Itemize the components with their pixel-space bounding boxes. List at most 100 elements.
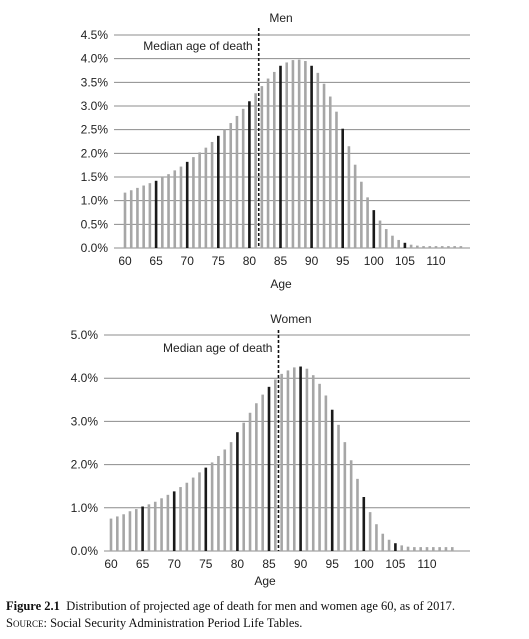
- bar-age-103: [391, 235, 394, 248]
- caption-text: Distribution of projected age of death f…: [66, 599, 455, 613]
- bar-age-96: [347, 146, 351, 248]
- x-tick-label: 80: [243, 254, 257, 268]
- bar-age-84: [272, 71, 276, 248]
- x-tick-label: 105: [385, 557, 405, 571]
- bar-age-112: [438, 547, 441, 551]
- bar-age-85: [267, 386, 271, 551]
- bar-age-83: [266, 78, 270, 249]
- bar-age-66: [161, 177, 164, 248]
- median-label: Median age of death: [163, 341, 272, 355]
- bar-age-98: [349, 460, 353, 551]
- bar-age-97: [353, 164, 357, 248]
- x-tick-label: 105: [395, 254, 415, 268]
- bar-age-64: [134, 509, 138, 551]
- y-tick-label: 2.0%: [71, 458, 99, 472]
- bar-age-65: [154, 180, 158, 248]
- bar-age-107: [416, 245, 419, 248]
- bar-age-90: [299, 366, 302, 551]
- bar-age-106: [409, 244, 413, 248]
- bar-age-92: [311, 375, 315, 551]
- bar-age-64: [148, 183, 152, 248]
- bar-age-105: [403, 242, 407, 248]
- x-tick-label: 65: [136, 557, 150, 571]
- bar-age-60: [123, 192, 127, 248]
- bar-age-87: [280, 373, 283, 551]
- x-tick-label: 75: [199, 557, 213, 571]
- bar-age-97: [343, 442, 347, 551]
- x-tick-label: 85: [262, 557, 276, 571]
- bar-age-69: [166, 494, 170, 551]
- bar-age-109: [428, 246, 432, 248]
- x-tick-label: 90: [305, 254, 319, 268]
- bar-age-78: [235, 115, 239, 248]
- bar-age-77: [217, 455, 220, 551]
- bar-age-91: [316, 72, 320, 248]
- bars: [123, 59, 463, 249]
- bar-age-110: [425, 547, 429, 551]
- x-tick-label: 95: [336, 254, 350, 268]
- bar-age-65: [141, 506, 144, 551]
- y-tick-label: 0.0%: [71, 544, 99, 558]
- bar-age-114: [450, 547, 454, 551]
- bar-age-74: [210, 141, 214, 248]
- bar-age-91: [305, 368, 309, 551]
- y-tick-label: 4.0%: [71, 371, 99, 385]
- bar-age-96: [337, 424, 340, 551]
- bar-age-94: [324, 395, 328, 551]
- chart-men: Men 0.0% 0.5% 1.0% 1.5% 2.0% 2.5% 3.0% 3.5% 4.0%…: [81, 11, 470, 291]
- source-text: Social Security Administration Period Li…: [50, 616, 303, 630]
- y-tick-label: 1.5%: [81, 170, 109, 184]
- bar-age-100: [372, 210, 376, 248]
- chart-women: Women 0.0% 1.0% 2.0% 3.0% 4.0% 5.0% 60 65 70 75 8…: [71, 312, 470, 588]
- x-tick-label: 70: [181, 254, 195, 268]
- chart-title: Men: [269, 11, 292, 25]
- figure-caption: Figure 2.1 Distribution of projected age…: [6, 598, 526, 632]
- bar-age-107: [406, 546, 410, 551]
- y-tick-label: 0.5%: [81, 217, 109, 231]
- bar-age-78: [223, 449, 227, 551]
- bar-age-93: [318, 383, 321, 551]
- y-tick-label: 2.0%: [81, 146, 109, 160]
- bar-age-113: [453, 246, 456, 248]
- bar-age-62: [136, 187, 139, 248]
- bar-age-82: [260, 86, 264, 249]
- bar-age-106: [400, 545, 404, 551]
- caption-line: Figure 2.1 Distribution of projected age…: [6, 598, 526, 615]
- bar-age-74: [198, 472, 201, 551]
- bar-age-108: [413, 547, 416, 551]
- source-label: Source:: [6, 616, 47, 630]
- y-tick-label: 5.0%: [71, 328, 99, 342]
- bar-age-90: [310, 65, 313, 249]
- x-tick-label: 65: [149, 254, 163, 268]
- x-axis-label: Age: [254, 574, 276, 588]
- y-tick-label: 4.0%: [81, 52, 109, 66]
- x-tick-label: 85: [274, 254, 288, 268]
- bar-age-104: [397, 239, 400, 248]
- bar-age-67: [167, 174, 170, 248]
- y-axis: 0.0% 1.0% 2.0% 3.0% 4.0% 5.0%: [71, 328, 99, 558]
- bar-age-95: [330, 409, 334, 551]
- y-tick-label: 2.5%: [81, 123, 109, 137]
- bar-age-87: [291, 60, 295, 248]
- y-tick-label: 3.5%: [81, 75, 109, 89]
- bar-age-105: [394, 543, 397, 551]
- x-tick-label: 100: [354, 557, 374, 571]
- bar-age-80: [248, 101, 251, 249]
- bar-age-63: [128, 511, 132, 551]
- bar-age-112: [447, 246, 450, 248]
- bar-age-72: [185, 482, 189, 551]
- bar-age-72: [198, 152, 201, 248]
- bar-age-73: [204, 147, 208, 248]
- bar-age-101: [368, 512, 372, 551]
- x-tick-label: 100: [364, 254, 384, 268]
- bar-age-76: [223, 129, 226, 248]
- median-marker: Median age of death: [143, 28, 260, 248]
- bar-age-93: [328, 96, 332, 249]
- bar-age-101: [378, 220, 382, 248]
- bar-age-81: [242, 422, 246, 551]
- x-tick-label: 80: [231, 557, 245, 571]
- y-tick-label: 0.0%: [81, 241, 109, 255]
- bar-age-88: [297, 59, 301, 248]
- x-tick-label: 75: [212, 254, 226, 268]
